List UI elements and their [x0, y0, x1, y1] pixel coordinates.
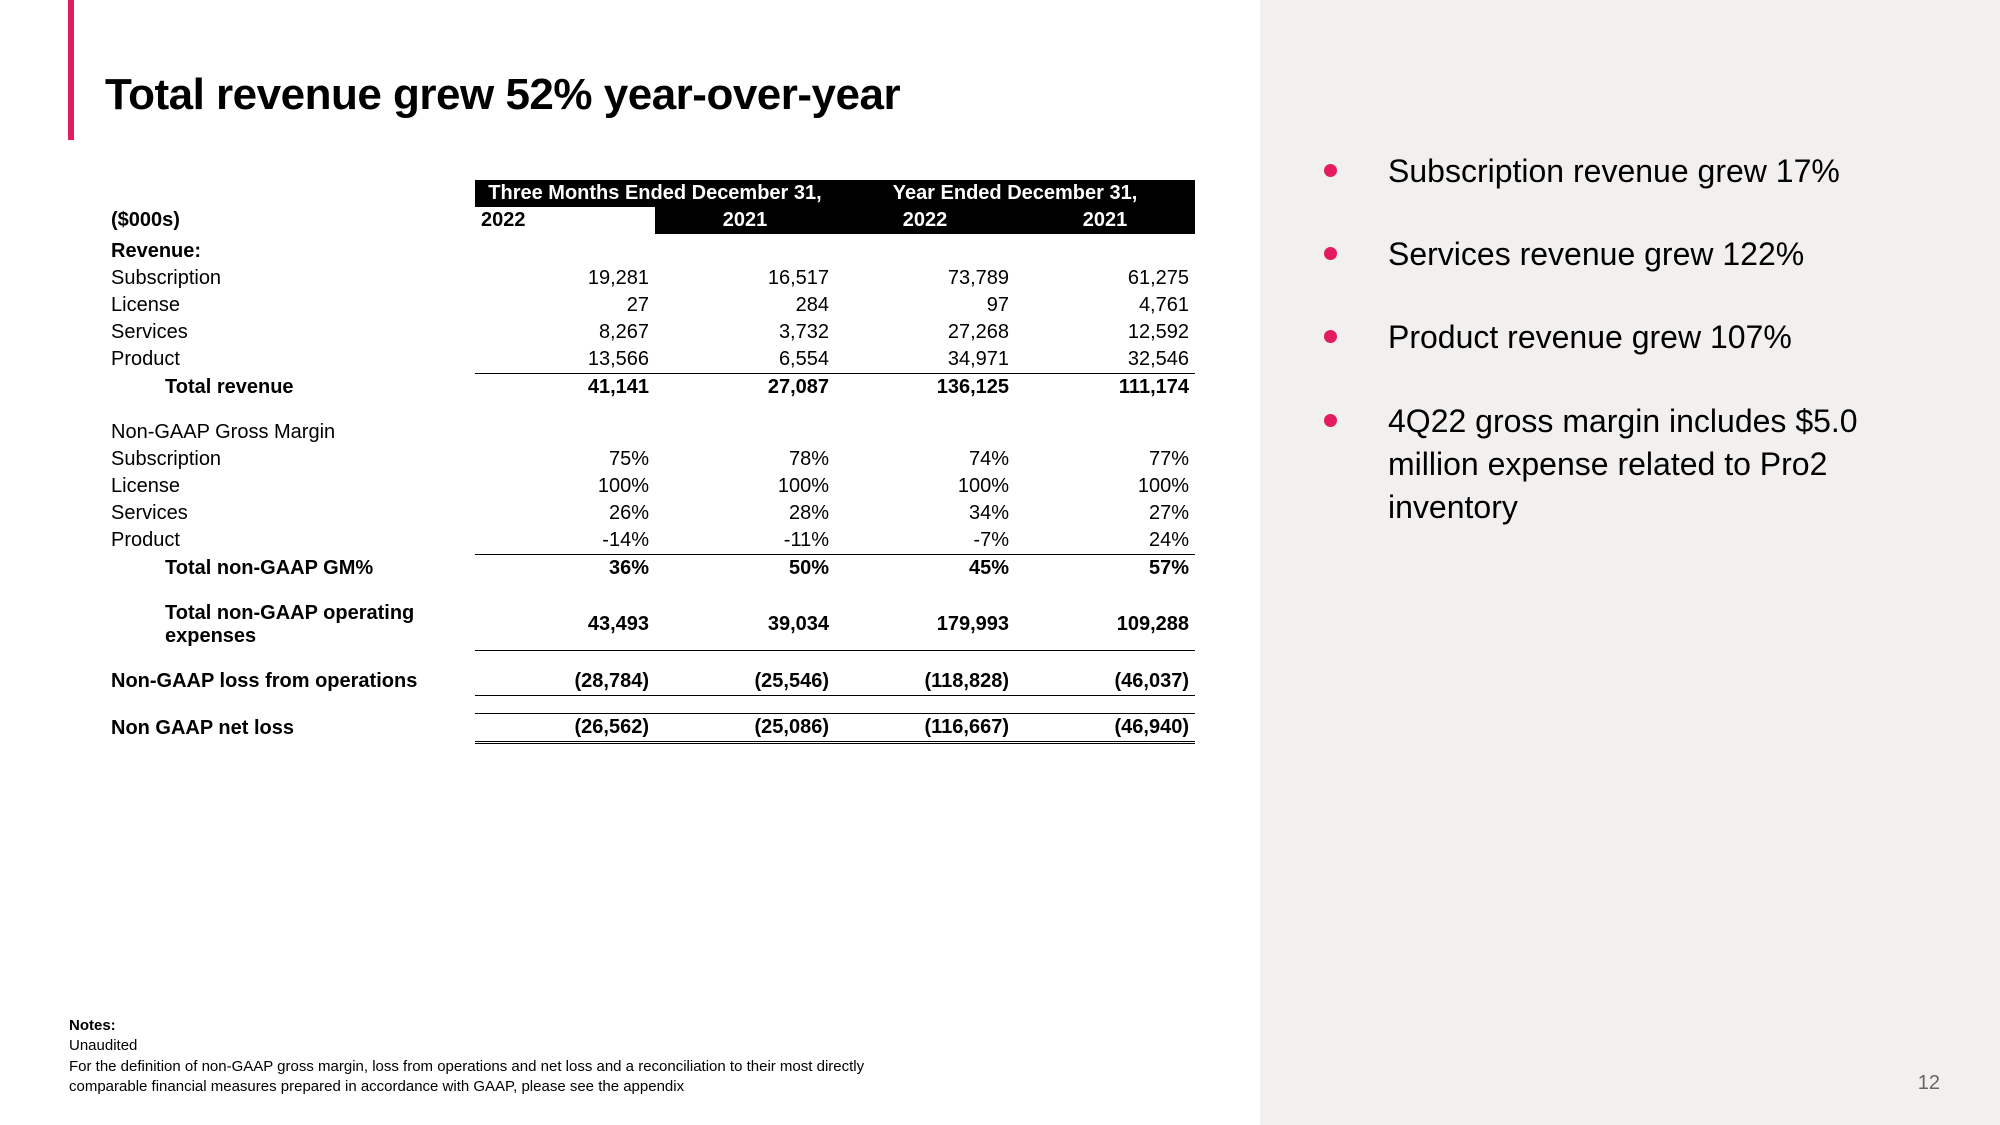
period-group-3mo: Three Months Ended December 31, — [475, 180, 835, 207]
table-row: Subscription75%78%74%77% — [105, 446, 1195, 473]
page-number: 12 — [1918, 1072, 1940, 1095]
main-column: Total revenue grew 52% year-over-year ($… — [0, 0, 1260, 1125]
table-row: Product-14%-11%-7%24% — [105, 527, 1195, 555]
bullet-item: Subscription revenue grew 17% — [1320, 150, 1930, 193]
notes-block: Notes: Unaudited For the definition of n… — [69, 1016, 929, 1097]
table-row: Services26%28%34%27% — [105, 500, 1195, 527]
section-revenue: Revenue: — [105, 234, 1195, 265]
notes-line-1: Unaudited — [69, 1037, 137, 1054]
bullet-list: Subscription revenue grew 17% Services r… — [1320, 150, 1930, 529]
bullet-item: 4Q22 gross margin includes $5.0 million … — [1320, 400, 1930, 530]
total-gm-row: Total non-GAAP GM%36%50%45%57% — [105, 555, 1195, 583]
table-row: Services8,2673,73227,26812,592 — [105, 319, 1195, 346]
table-row: License27284974,761 — [105, 292, 1195, 319]
loss-ops-row: Non-GAAP loss from operations(28,784)(25… — [105, 668, 1195, 696]
col-year-c: 2022 — [835, 207, 1015, 234]
notes-line-2: For the definition of non-GAAP gross mar… — [69, 1058, 864, 1095]
period-group-year: Year Ended December 31, — [835, 180, 1195, 207]
section-gross-margin: Non-GAAP Gross Margin — [105, 419, 1195, 446]
table-row: Product13,5666,55434,97132,546 — [105, 346, 1195, 374]
col-year-a: 2022 — [475, 207, 655, 234]
table-row: License100%100%100%100% — [105, 473, 1195, 500]
col-year-d: 2021 — [1015, 207, 1195, 234]
table-row: Subscription19,28116,51773,78961,275 — [105, 265, 1195, 292]
units-label: ($000s) — [105, 180, 475, 234]
bullet-item: Services revenue grew 122% — [1320, 233, 1930, 276]
total-revenue-row: Total revenue41,14127,087136,125111,174 — [105, 374, 1195, 402]
page-title: Total revenue grew 52% year-over-year — [105, 70, 1220, 120]
col-year-b: 2021 — [655, 207, 835, 234]
sidebar: Subscription revenue grew 17% Services r… — [1260, 0, 2000, 1125]
bullet-item: Product revenue grew 107% — [1320, 316, 1930, 359]
opex-row: Total non-GAAP operating expenses43,4933… — [105, 600, 1195, 650]
financial-table: ($000s) Three Months Ended December 31, … — [105, 180, 1195, 744]
net-loss-row: Non GAAP net loss(26,562)(25,086)(116,66… — [105, 714, 1195, 743]
table-header-periods: ($000s) Three Months Ended December 31, … — [105, 180, 1195, 207]
notes-heading: Notes: — [69, 1017, 116, 1034]
